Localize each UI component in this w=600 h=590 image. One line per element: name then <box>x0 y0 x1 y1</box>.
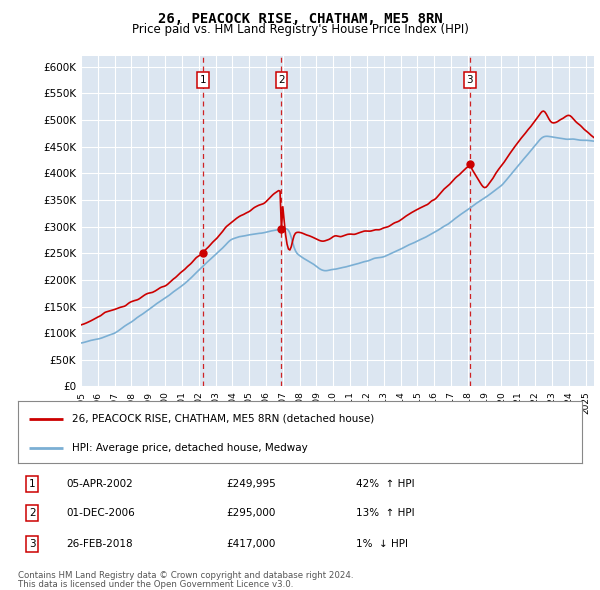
Text: This data is licensed under the Open Government Licence v3.0.: This data is licensed under the Open Gov… <box>18 579 293 589</box>
Text: 05-APR-2002: 05-APR-2002 <box>66 478 133 489</box>
Text: 01-DEC-2006: 01-DEC-2006 <box>66 508 134 518</box>
Text: 2: 2 <box>29 508 35 518</box>
Text: 26-FEB-2018: 26-FEB-2018 <box>66 539 133 549</box>
Text: 13%  ↑ HPI: 13% ↑ HPI <box>356 508 415 518</box>
Text: 3: 3 <box>467 75 473 85</box>
Text: Contains HM Land Registry data © Crown copyright and database right 2024.: Contains HM Land Registry data © Crown c… <box>18 571 353 580</box>
Text: £295,000: £295,000 <box>227 508 276 518</box>
Text: 42%  ↑ HPI: 42% ↑ HPI <box>356 478 415 489</box>
Text: 3: 3 <box>29 539 35 549</box>
Text: £417,000: £417,000 <box>227 539 276 549</box>
Text: 1: 1 <box>29 478 35 489</box>
Text: Price paid vs. HM Land Registry's House Price Index (HPI): Price paid vs. HM Land Registry's House … <box>131 23 469 36</box>
Text: 26, PEACOCK RISE, CHATHAM, ME5 8RN (detached house): 26, PEACOCK RISE, CHATHAM, ME5 8RN (deta… <box>71 414 374 424</box>
Text: 1%  ↓ HPI: 1% ↓ HPI <box>356 539 409 549</box>
Text: 1: 1 <box>200 75 206 85</box>
Text: £249,995: £249,995 <box>227 478 277 489</box>
Text: 2: 2 <box>278 75 285 85</box>
Text: 26, PEACOCK RISE, CHATHAM, ME5 8RN: 26, PEACOCK RISE, CHATHAM, ME5 8RN <box>158 12 442 26</box>
Text: HPI: Average price, detached house, Medway: HPI: Average price, detached house, Medw… <box>71 442 307 453</box>
